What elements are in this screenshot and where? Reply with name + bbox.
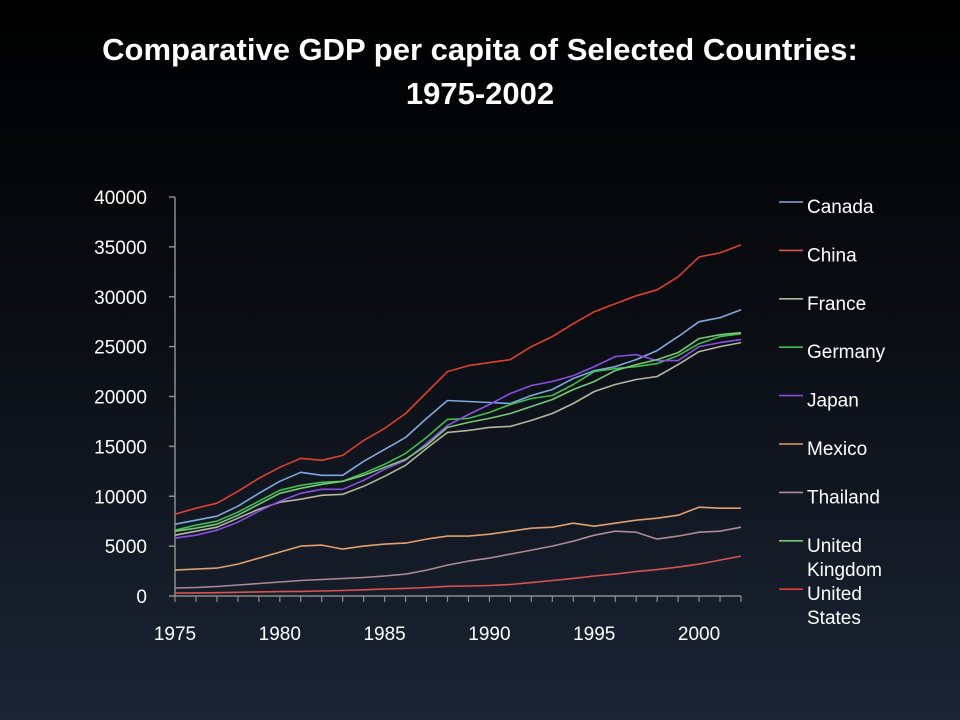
x-tick-label: 1995 bbox=[573, 624, 615, 645]
x-tick-label: 2000 bbox=[678, 624, 720, 645]
y-tick-label: 30000 bbox=[94, 288, 147, 309]
legend-entry-thailand: Thailand bbox=[779, 487, 880, 508]
series-line-united-kingdom bbox=[174, 331, 742, 532]
series-line-germany bbox=[174, 332, 742, 531]
y-tick-label: 40000 bbox=[94, 188, 147, 209]
chart-title: Comparative GDP per capita of Selected C… bbox=[102, 32, 858, 111]
x-tick-label: 1980 bbox=[259, 624, 301, 645]
series-line-united-states bbox=[174, 244, 742, 515]
legend-entry-japan: Japan bbox=[779, 391, 859, 412]
legend-entry-united-states: United States bbox=[779, 584, 862, 629]
legend-label: Germany bbox=[807, 342, 886, 363]
legend-label: Canada bbox=[807, 197, 874, 218]
series-line-canada bbox=[174, 308, 742, 525]
y-tick-label: 35000 bbox=[94, 238, 147, 259]
legend-entry-china: China bbox=[779, 245, 857, 266]
series-line-thailand bbox=[174, 526, 742, 589]
legend-label: Japan bbox=[807, 391, 859, 412]
x-tick-label: 1975 bbox=[154, 624, 196, 645]
series-line-china bbox=[174, 555, 742, 594]
legend-entry-canada: Canada bbox=[779, 197, 874, 218]
y-tick-label: 20000 bbox=[94, 388, 147, 409]
y-tick-label: 25000 bbox=[94, 338, 147, 359]
legend-label: United States bbox=[807, 584, 862, 629]
legend-label: France bbox=[807, 294, 866, 315]
y-tick-label: 5000 bbox=[105, 537, 147, 558]
legend-label: Mexico bbox=[807, 439, 867, 460]
chart-series-lines bbox=[174, 244, 742, 594]
series-line-japan bbox=[174, 338, 742, 539]
legend-entry-france: France bbox=[779, 294, 866, 315]
y-tick-label: 0 bbox=[136, 587, 147, 608]
legend-entry-united-kingdom: United Kingdom bbox=[779, 536, 882, 581]
legend-label: Thailand bbox=[807, 487, 880, 508]
x-tick-label: 1990 bbox=[468, 624, 510, 645]
y-tick-label: 15000 bbox=[94, 437, 147, 458]
legend-entry-germany: Germany bbox=[779, 342, 886, 363]
x-tick-label: 1985 bbox=[363, 624, 405, 645]
legend-label: United Kingdom bbox=[807, 536, 882, 581]
chart-axes: 0 5000 10000 15000 20000 25000 30000 35000 40000… bbox=[94, 188, 742, 645]
series-line-mexico bbox=[174, 506, 741, 571]
legend-entry-mexico: Mexico bbox=[779, 439, 867, 460]
chart-legend: Canada China France Germany Japan Mexico Thail… bbox=[779, 197, 886, 629]
legend-label: China bbox=[807, 245, 857, 266]
y-tick-label: 10000 bbox=[94, 487, 147, 508]
series-line-france bbox=[174, 341, 742, 536]
